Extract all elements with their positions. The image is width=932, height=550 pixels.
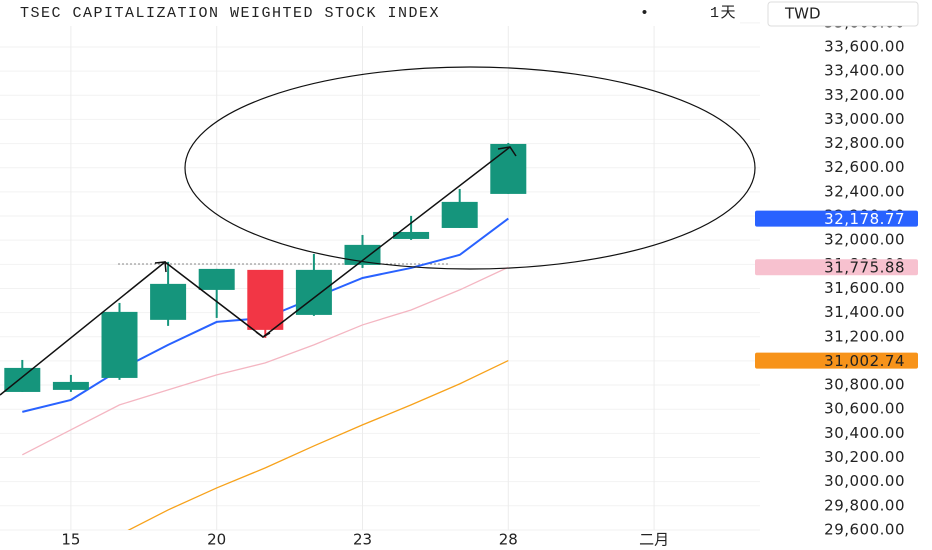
header: TSEC CAPITALIZATION WEIGHTED STOCK INDEX… <box>0 0 919 27</box>
candle-body <box>393 231 430 239</box>
currency-box <box>767 1 919 27</box>
candle-body <box>198 268 235 290</box>
currency: TWD <box>784 5 821 23</box>
arrow-head <box>497 146 517 157</box>
x-tick-label: 28 <box>499 531 518 549</box>
grid <box>0 0 760 531</box>
x-tick-label: 20 <box>207 531 226 549</box>
moving-average-line <box>127 359 509 530</box>
arrow-head <box>255 331 271 338</box>
y-tick-label: 30,200.00 <box>824 448 905 466</box>
y-tick-label: 29,600.00 <box>824 520 905 538</box>
price-badge <box>755 352 918 369</box>
interval: 1天 <box>710 5 737 22</box>
y-tick-label: 32,600.00 <box>824 158 905 176</box>
x-tick-label: 二月 <box>639 531 669 549</box>
annotation-ellipse <box>184 66 756 270</box>
y-tick-label: 33,200.00 <box>824 86 905 104</box>
y-tick-label: 31,400.00 <box>824 303 905 321</box>
y-tick-label: 32,000.00 <box>824 231 905 249</box>
price-badge-label: 31,002.74 <box>824 352 905 370</box>
separator: • <box>640 5 651 22</box>
price-badge <box>755 210 918 227</box>
y-tick-label: 29,800.00 <box>824 496 905 514</box>
candle-body <box>101 311 138 378</box>
candle-body <box>490 143 527 194</box>
x-tick-label: 15 <box>61 531 80 549</box>
y-tick-label: 33,000.00 <box>824 110 905 128</box>
y-tick-label: 30,000.00 <box>824 472 905 490</box>
y-tick-label: 32,800.00 <box>824 134 905 152</box>
y-tick-label: 31,600.00 <box>824 279 905 297</box>
candle-body <box>247 269 284 330</box>
y-tick-label: 30,400.00 <box>824 424 905 442</box>
price-badge <box>755 259 918 276</box>
y-axis: 29,600.00 29,800.00 30,000.00 30,200.00 30,4… <box>61 0 932 550</box>
y-tick-label: 31,200.00 <box>824 327 905 345</box>
candle-body <box>4 367 41 392</box>
price-badge-label: 31,775.88 <box>824 259 905 277</box>
annotation-zigzag <box>0 146 511 396</box>
candle-body <box>52 381 89 390</box>
y-tick-label: 33,400.00 <box>824 62 905 80</box>
arrow-head <box>154 261 167 273</box>
y-tick-label: 30,800.00 <box>824 376 905 394</box>
moving-average-line <box>22 266 509 456</box>
candle-body <box>441 201 478 228</box>
y-tick-label: 30,600.00 <box>824 400 905 418</box>
price-badge-label: 32,178.77 <box>824 210 905 228</box>
y-tick-label: 33,600.00 <box>824 37 905 55</box>
candle-body <box>150 283 187 320</box>
plot-area <box>0 66 756 530</box>
x-tick-label: 23 <box>353 531 372 549</box>
title-background <box>0 0 740 26</box>
y-tick-label: 32,400.00 <box>824 182 905 200</box>
chart-title: TSEC CAPITALIZATION WEIGHTED STOCK INDEX <box>20 5 440 22</box>
